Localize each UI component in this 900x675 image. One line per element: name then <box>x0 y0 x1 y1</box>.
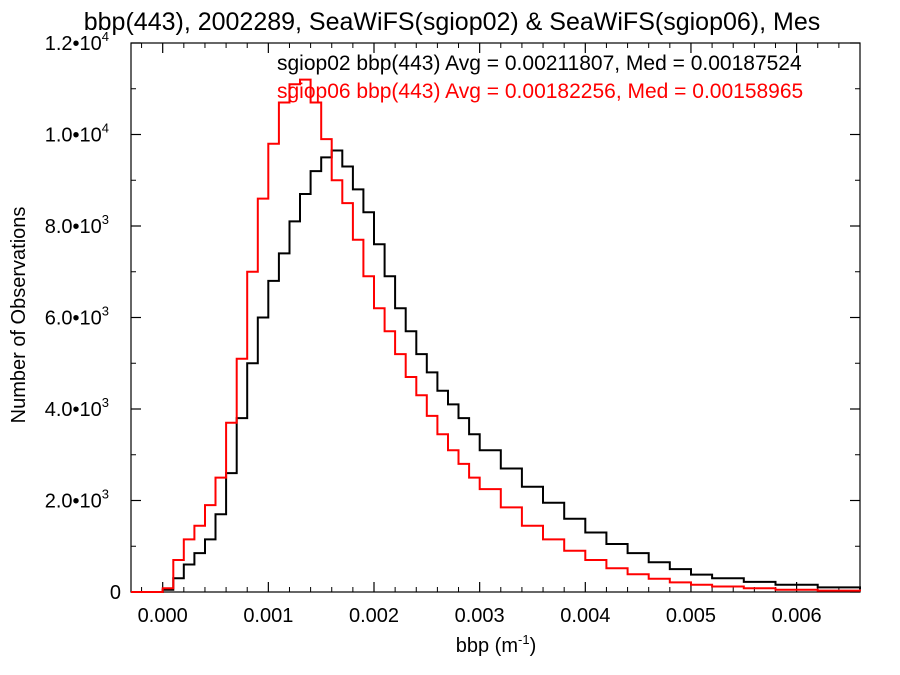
y-tick-label: 4.0•103 <box>45 395 109 421</box>
chart-title: bbp(443), 2002289, SeaWiFS(sgiop02) & Se… <box>84 8 820 36</box>
y-axis: 0 2.0•103 4.0•103 6.0•103 8.0•103 1.0•104 1.2•… <box>45 29 860 604</box>
x-axis-label-superscript: -1 <box>518 632 530 647</box>
y-tick-label: 1.0•104 <box>45 121 109 147</box>
plot-frame <box>130 42 861 593</box>
legend: sgiop02 bbp(443) Avg = 0.00211807, Med =… <box>277 52 803 103</box>
y-tick-label: 2.0•103 <box>45 487 109 513</box>
y-axis-label: Number of Observations <box>8 207 30 424</box>
legend-entry-sgiop06: sgiop06 bbp(443) Avg = 0.00182256, Med =… <box>277 80 803 103</box>
x-tick-label: 0.000 <box>138 605 188 627</box>
x-tick-label: 0.006 <box>772 605 822 627</box>
x-tick-label: 0.004 <box>560 605 610 627</box>
series-line-sgiop06 <box>131 78 861 593</box>
series-layer <box>131 78 861 593</box>
y-tick-label: 1.2•104 <box>45 29 109 55</box>
y-tick-label: 0 <box>110 582 121 604</box>
x-tick-label: 0.001 <box>243 605 293 627</box>
x-axis: 0.000 0.001 0.002 0.003 0.004 0.005 0.006 <box>138 43 861 627</box>
x-axis-label: bbp (m-1) <box>456 632 536 657</box>
x-tick-label: 0.002 <box>349 605 399 627</box>
y-tick-label: 6.0•103 <box>45 304 109 330</box>
series-line-sgiop02 <box>131 149 861 593</box>
x-tick-label: 0.005 <box>666 605 716 627</box>
y-tick-label: 8.0•103 <box>45 212 109 238</box>
x-axis-label-close: ) <box>530 635 537 657</box>
x-axis-label-text: bbp (m <box>456 635 518 657</box>
x-tick-label: 0.003 <box>455 605 505 627</box>
legend-entry-sgiop02: sgiop02 bbp(443) Avg = 0.00211807, Med =… <box>277 52 802 75</box>
